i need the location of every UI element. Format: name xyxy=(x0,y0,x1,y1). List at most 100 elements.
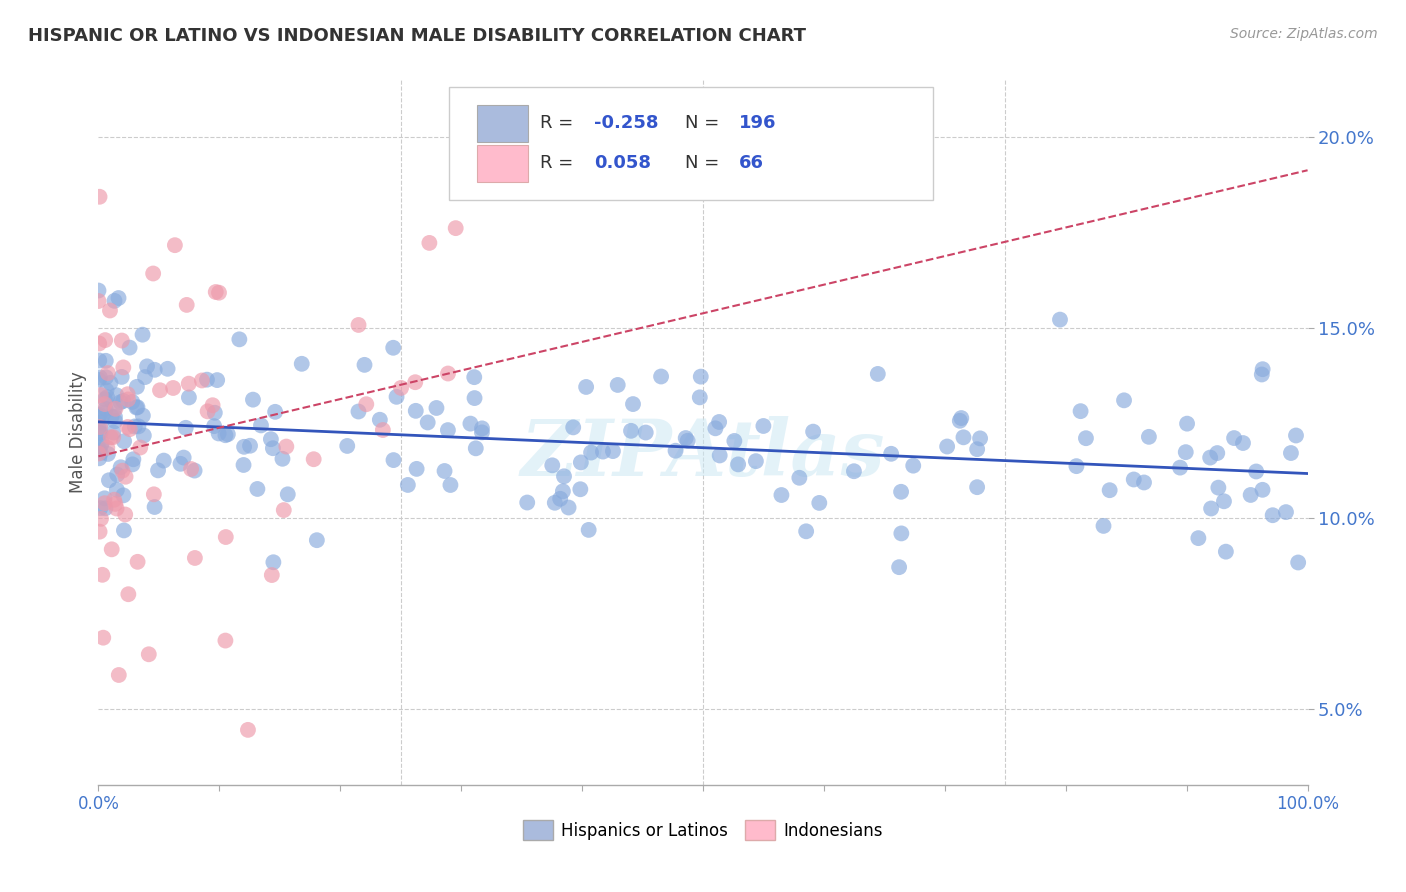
Point xyxy=(127,401,149,415)
Point xyxy=(1187,531,1209,545)
Point xyxy=(903,458,925,473)
Point xyxy=(183,464,205,478)
Point xyxy=(89,524,111,539)
Point xyxy=(184,551,207,566)
Point xyxy=(112,434,135,449)
Point xyxy=(104,409,127,424)
Point xyxy=(110,395,132,409)
Point xyxy=(969,431,991,445)
Text: -0.258: -0.258 xyxy=(595,114,658,132)
Point xyxy=(201,398,224,412)
Point xyxy=(87,426,110,441)
Point xyxy=(169,457,191,471)
Point xyxy=(91,435,114,450)
Point xyxy=(239,439,262,453)
Point xyxy=(105,483,128,497)
Point xyxy=(93,491,115,506)
Point xyxy=(264,405,287,419)
Point xyxy=(382,341,405,355)
Point xyxy=(890,484,912,499)
Point xyxy=(124,419,146,434)
Point xyxy=(347,404,370,418)
Point xyxy=(664,443,686,458)
Point xyxy=(236,723,259,737)
Point xyxy=(134,370,156,384)
Point xyxy=(125,401,148,415)
Point xyxy=(205,373,228,387)
Point xyxy=(232,458,254,472)
Point xyxy=(118,341,141,355)
Point xyxy=(103,401,125,416)
Point xyxy=(707,415,730,429)
Point xyxy=(107,291,129,305)
Point xyxy=(789,471,811,485)
Point xyxy=(460,417,482,431)
Point xyxy=(246,482,269,496)
Point xyxy=(94,370,117,384)
Point xyxy=(127,419,149,434)
Point xyxy=(96,441,118,455)
Point xyxy=(98,303,121,318)
Point xyxy=(277,487,299,501)
Point xyxy=(966,480,988,494)
Point xyxy=(146,463,169,477)
Point xyxy=(1232,436,1254,450)
Point xyxy=(433,464,456,478)
Point xyxy=(129,441,152,455)
Point xyxy=(592,444,614,458)
Point xyxy=(89,425,111,440)
Point xyxy=(471,421,494,435)
Point xyxy=(180,462,202,476)
Point xyxy=(347,318,370,332)
Point xyxy=(260,568,283,582)
Point xyxy=(1275,505,1298,519)
Point xyxy=(91,631,114,645)
Point xyxy=(1098,483,1121,498)
Point xyxy=(471,425,494,440)
Point xyxy=(98,473,121,487)
Point xyxy=(1175,417,1198,431)
Point xyxy=(727,458,749,472)
Point xyxy=(1174,445,1197,459)
Point xyxy=(1213,494,1236,508)
Point xyxy=(96,390,118,404)
Point xyxy=(405,404,427,418)
Point xyxy=(87,409,110,423)
Point xyxy=(100,376,122,390)
Point xyxy=(425,401,447,415)
Point xyxy=(1122,473,1144,487)
Point xyxy=(336,439,359,453)
Point xyxy=(143,500,166,514)
Point xyxy=(89,501,111,516)
Point xyxy=(709,449,731,463)
Point xyxy=(131,327,153,342)
Point xyxy=(142,267,165,281)
Point xyxy=(112,394,135,409)
Point xyxy=(437,423,460,437)
Point xyxy=(89,451,111,466)
Point xyxy=(418,235,440,250)
Point xyxy=(770,488,793,502)
Point xyxy=(177,376,200,391)
Point xyxy=(94,353,117,368)
Point xyxy=(1286,556,1309,570)
Point xyxy=(100,542,122,557)
Text: 66: 66 xyxy=(740,154,765,172)
Point xyxy=(1240,488,1263,502)
Point xyxy=(191,374,214,388)
Point xyxy=(382,453,405,467)
Text: HISPANIC OR LATINO VS INDONESIAN MALE DISABILITY CORRELATION CHART: HISPANIC OR LATINO VS INDONESIAN MALE DI… xyxy=(28,27,806,45)
Point xyxy=(87,446,110,460)
Point xyxy=(142,487,165,501)
Point xyxy=(162,381,184,395)
Point xyxy=(516,495,538,509)
Point xyxy=(1215,544,1237,558)
Point xyxy=(1092,519,1115,533)
Text: R =: R = xyxy=(540,114,574,132)
Point xyxy=(1250,368,1272,382)
Point xyxy=(87,421,110,435)
Point xyxy=(242,392,264,407)
Point xyxy=(650,369,672,384)
Point xyxy=(689,369,711,384)
FancyBboxPatch shape xyxy=(477,105,527,142)
